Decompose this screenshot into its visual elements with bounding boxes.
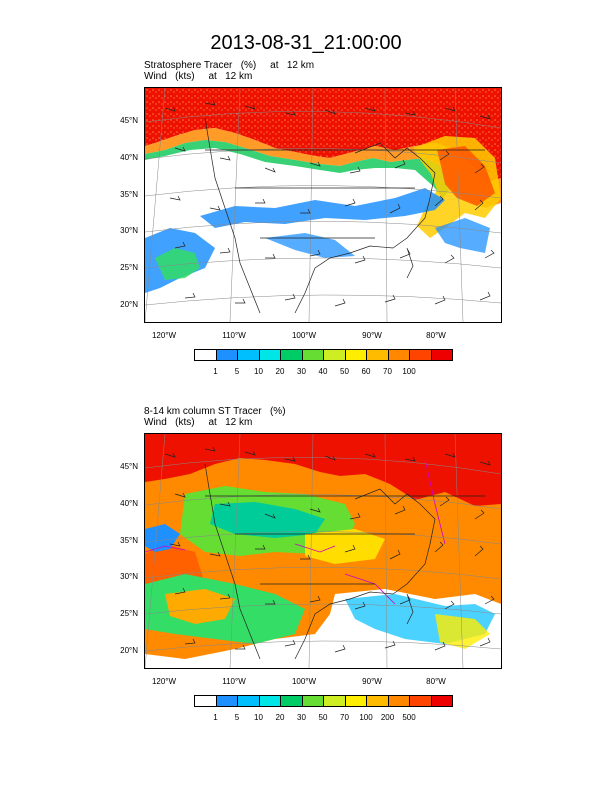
map-stratosphere-tracer [144, 87, 502, 323]
coastlines [204, 117, 485, 314]
tracer-orange-south [165, 589, 235, 624]
colorbar-swatch [215, 695, 238, 707]
figure-title: 2013-08-31_21:00:00 [210, 32, 402, 54]
colorbar-label: 100 [359, 713, 373, 722]
tracer-orange-band [145, 128, 501, 208]
tracer-blue-filament-3 [265, 233, 355, 258]
lat-label: 30°N [120, 226, 138, 235]
colorbar-label: 100 [402, 367, 416, 376]
coastlines [204, 463, 485, 660]
lat-label: 35°N [120, 536, 138, 545]
colorbar-swatch [344, 695, 367, 707]
colorbar-swatch [409, 695, 432, 707]
lon-label: 80°W [426, 677, 446, 686]
colorbar-swatch [258, 695, 281, 707]
colorbar-stratosphere-tracer: 1 5 10 20 30 40 50 60 70 100 [194, 349, 453, 376]
colorbar-label: 40 [318, 367, 328, 376]
tracer-blue-filament-4 [435, 218, 490, 253]
colorbar-swatch [387, 695, 410, 707]
magenta-contours [145, 458, 446, 605]
map-svg [145, 88, 501, 322]
colorbar-swatch [344, 349, 367, 361]
panel-title-line1: Stratosphere Tracer (%) at 12 km [144, 60, 315, 71]
lon-label: 120°W [151, 677, 177, 686]
tracer-yellow-southeast [435, 614, 490, 649]
lat-label: 35°N [120, 190, 138, 199]
colorbar-label: 1 [213, 367, 218, 376]
graticule [145, 88, 501, 322]
colorbar-column-st-tracer: 1 5 10 20 30 50 70 100 200 500 [194, 695, 453, 722]
lat-label: 25°N [120, 263, 138, 272]
colorbar-label: 200 [380, 713, 395, 722]
lon-label: 100°W [291, 331, 317, 340]
colorbar-label: 30 [297, 713, 306, 722]
map-column-st-tracer [144, 433, 502, 669]
colorbar-label: 5 [234, 367, 240, 376]
colorbar-swatch [323, 349, 346, 361]
tracer-blue-filament-1 [200, 188, 445, 228]
colorbar-label: 50 [340, 367, 349, 376]
tracer-high-north [145, 88, 501, 183]
colorbar-label: 60 [361, 367, 371, 376]
colorbar-label: 1 [213, 713, 218, 722]
lon-label: 110°W [222, 677, 246, 686]
colorbar-label: 50 [318, 713, 328, 722]
colorbar-swatch [280, 349, 303, 361]
lat-label: 20°N [120, 646, 138, 655]
colorbar-swatch [387, 349, 410, 361]
colorbar-swatch [215, 349, 238, 361]
colorbar-swatch [194, 695, 217, 707]
colorbar-label: 20 [275, 367, 285, 376]
colorbar-label: 70 [383, 367, 392, 376]
colorbar-swatch [430, 695, 453, 707]
colorbar-swatch [366, 695, 389, 707]
colorbar-swatch [258, 349, 281, 361]
colorbar-label: 30 [297, 367, 306, 376]
lon-label: 120°W [151, 331, 177, 340]
panel-title-line2: Wind (kts) at 12 km [144, 417, 253, 428]
colorbar-swatch [366, 349, 389, 361]
tracer-green-filament-2 [155, 248, 200, 280]
tracer-red-north [145, 434, 501, 506]
colorbar-label: 5 [234, 713, 240, 722]
colorbar-label: 20 [275, 713, 285, 722]
colorbar-swatch [194, 349, 217, 361]
graticule [145, 434, 501, 668]
lon-label: 100°W [291, 677, 317, 686]
lat-label: 30°N [120, 572, 138, 581]
panel-title-line2: Wind (kts) at 12 km [144, 71, 253, 82]
lon-label: 80°W [426, 331, 446, 340]
panel-title-line1: 8-14 km column ST Tracer (%) [144, 406, 286, 417]
colorbar-swatch [237, 349, 260, 361]
tracer-east-plume-core [437, 146, 495, 206]
wind-barbs [164, 100, 495, 307]
tracer-yellow-center [305, 529, 385, 564]
colorbar-label: 500 [402, 713, 416, 722]
tracer-cyan-center [210, 502, 325, 538]
lat-label: 20°N [120, 300, 138, 309]
lon-label: 110°W [222, 331, 246, 340]
lon-label: 90°W [362, 677, 382, 686]
colorbar-label: 10 [254, 367, 263, 376]
colorbar-swatch [301, 695, 324, 707]
lat-label: 25°N [120, 609, 138, 618]
colorbar-swatch [430, 349, 453, 361]
lat-label: 40°N [120, 153, 138, 162]
colorbar-swatch [323, 695, 346, 707]
lat-label: 45°N [120, 462, 138, 471]
lat-label: 45°N [120, 116, 138, 125]
map-svg [145, 434, 501, 668]
wind-barbs [164, 446, 495, 653]
colorbar-swatch [237, 695, 260, 707]
tracer-blue-west [145, 524, 180, 552]
colorbar-swatch [301, 349, 324, 361]
colorbar-swatch [280, 695, 303, 707]
lon-label: 90°W [362, 331, 382, 340]
lat-label: 40°N [120, 499, 138, 508]
colorbar-label: 10 [254, 713, 263, 722]
colorbar-swatch [409, 349, 432, 361]
colorbar-label: 70 [340, 713, 349, 722]
